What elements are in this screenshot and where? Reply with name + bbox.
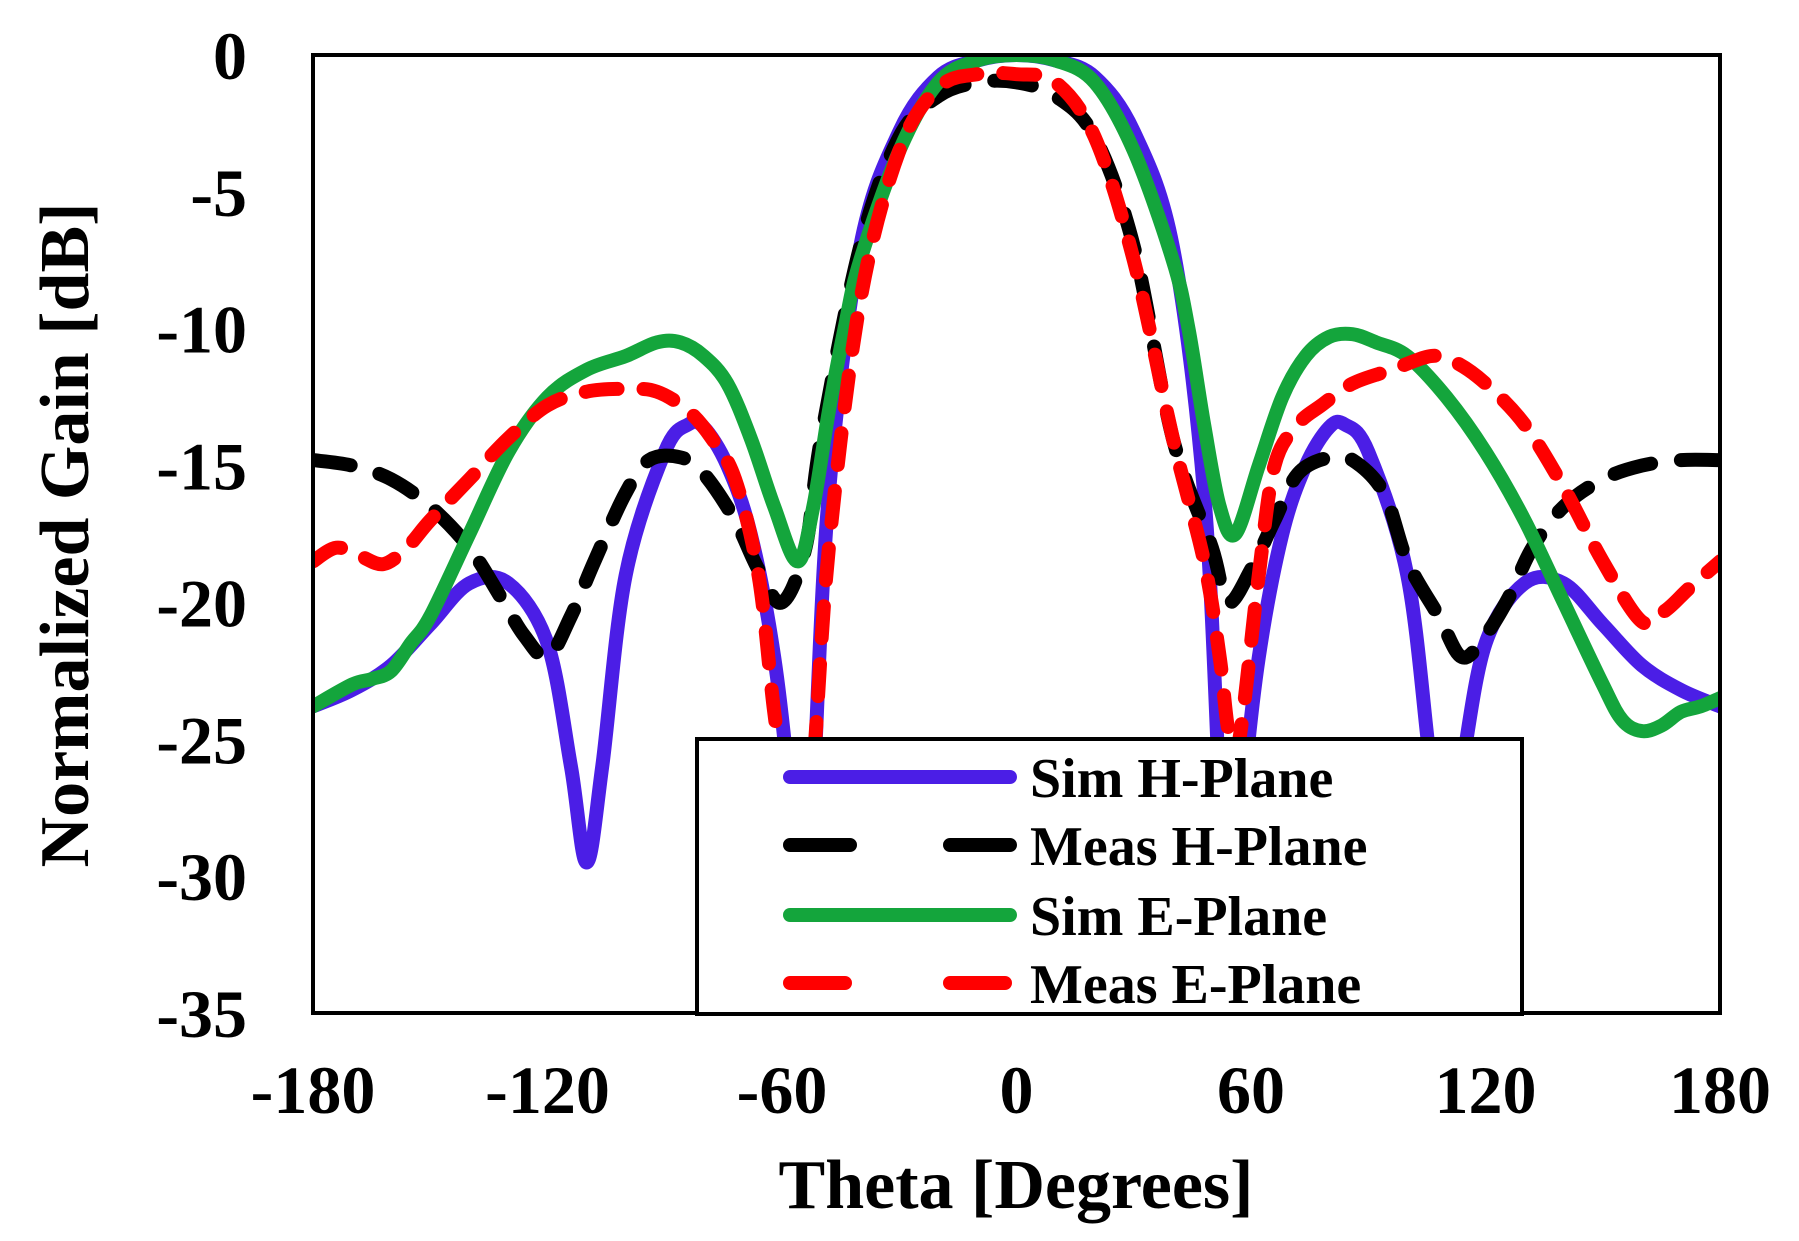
y-tick-label: -20 — [156, 565, 247, 641]
y-axis-ticks: 0 -5 -10 -15 -20 -25 -30 -35 — [156, 18, 247, 1052]
x-tick-label: 180 — [1669, 1052, 1771, 1128]
x-axis-ticks: -180 -120 -60 0 60 120 180 — [251, 1052, 1771, 1128]
series-line-meas-e-plane — [313, 65, 1720, 872]
y-tick-label: -35 — [156, 976, 247, 1052]
legend-box — [695, 737, 1524, 1016]
x-tick-label: 120 — [1435, 1052, 1537, 1128]
x-tick-label: -180 — [251, 1052, 376, 1128]
x-axis-title: Theta [Degrees] — [779, 1147, 1254, 1224]
y-tick-label: 0 — [213, 18, 247, 94]
x-tick-label: -120 — [485, 1052, 610, 1128]
series-line-meas-h-plane — [313, 73, 1720, 665]
x-tick-label: 60 — [1217, 1052, 1285, 1128]
legend-label: Sim E-Plane — [1030, 886, 1327, 948]
legend-label: Meas E-Plane — [1030, 954, 1361, 1016]
y-tick-label: -25 — [156, 702, 247, 778]
legend-label: Meas H-Plane — [1030, 816, 1367, 878]
y-tick-label: -10 — [156, 292, 247, 368]
y-tick-label: -30 — [156, 839, 247, 915]
series-line-sim-h-plane — [313, 55, 1720, 957]
legend-label: Sim H-Plane — [1030, 748, 1333, 810]
y-tick-label: -15 — [156, 429, 247, 505]
x-tick-label: 0 — [1000, 1052, 1034, 1128]
y-axis-title: Normalized Gain [dB] — [27, 203, 104, 868]
y-tick-label: -5 — [190, 155, 247, 231]
x-tick-label: -60 — [737, 1052, 828, 1128]
